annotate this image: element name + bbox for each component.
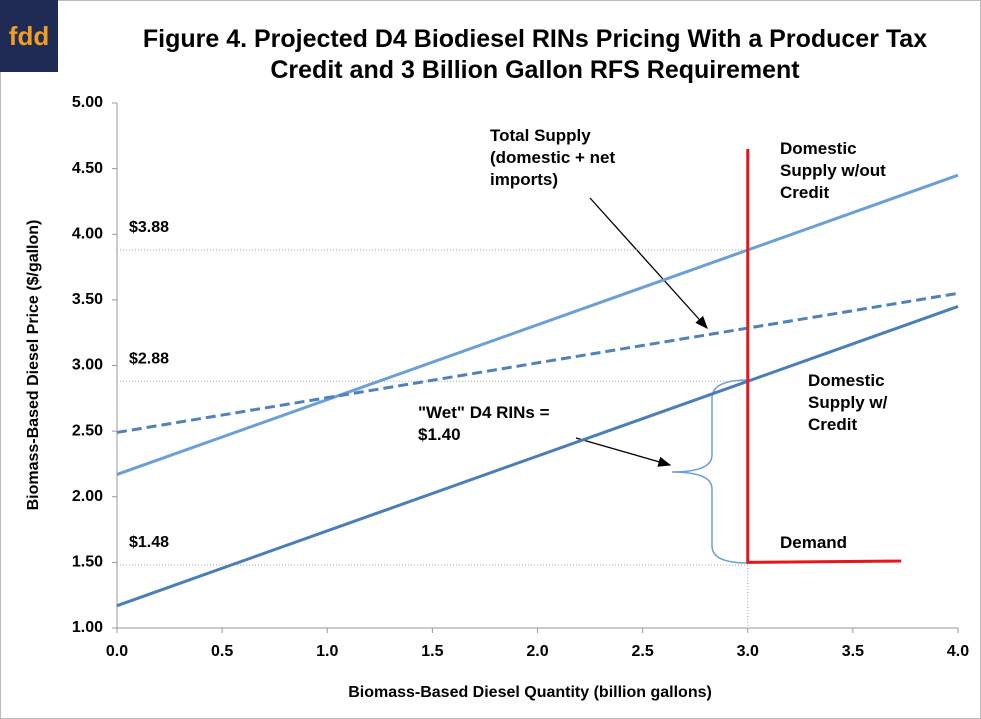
y-axis-title: Biomass-Based Diesel Price ($/gallon) <box>25 220 42 511</box>
y-tick-label: 3.50 <box>72 291 103 308</box>
line-series <box>116 305 959 608</box>
chart-title: Figure 4. Projected D4 Biodiesel RINs Pr… <box>142 25 928 84</box>
line-series <box>116 173 959 476</box>
y-tick-label: 5.00 <box>72 94 103 111</box>
series-label: Domestic Supply w/out Credit <box>780 139 886 202</box>
x-tick-label: 2.0 <box>526 643 548 660</box>
x-tick-label: 1.5 <box>421 643 443 660</box>
reference-label: $1.48 <box>129 534 169 551</box>
y-tick-label: 4.50 <box>72 160 103 177</box>
x-axis-title: Biomass-Based Diesel Quantity (billion g… <box>348 684 712 701</box>
series-label: Demand <box>780 533 848 552</box>
arrow <box>589 197 708 329</box>
series-label: Total Supply (domestic + net imports) <box>490 126 616 189</box>
y-tick-label: 2.00 <box>72 488 103 505</box>
y-tick-label: 1.00 <box>72 619 103 636</box>
y-tick-label: 4.00 <box>72 225 103 242</box>
series-label: Domestic Supply w/ Credit <box>808 371 888 434</box>
annotation: "Wet" D4 RINs = $1.40 <box>418 403 550 444</box>
x-tick-label: 3.5 <box>842 643 864 660</box>
y-tick-label: 3.00 <box>72 357 103 374</box>
y-tick-label: 2.50 <box>72 422 103 439</box>
reference-label: $3.88 <box>129 219 169 236</box>
line-series <box>746 148 902 564</box>
x-tick-label: 0.0 <box>106 643 128 660</box>
brace <box>671 379 749 564</box>
y-tick-label: 1.50 <box>72 554 103 571</box>
x-tick-label: 0.5 <box>211 643 233 660</box>
logo: fdd <box>0 0 58 72</box>
x-tick-label: 2.5 <box>632 643 654 660</box>
x-tick-label: 1.0 <box>316 643 338 660</box>
line-series <box>116 291 959 434</box>
arrow <box>575 437 672 467</box>
reference-label: $2.88 <box>129 350 169 367</box>
x-tick-label: 3.0 <box>737 643 759 660</box>
x-tick-label: 4.0 <box>947 643 969 660</box>
